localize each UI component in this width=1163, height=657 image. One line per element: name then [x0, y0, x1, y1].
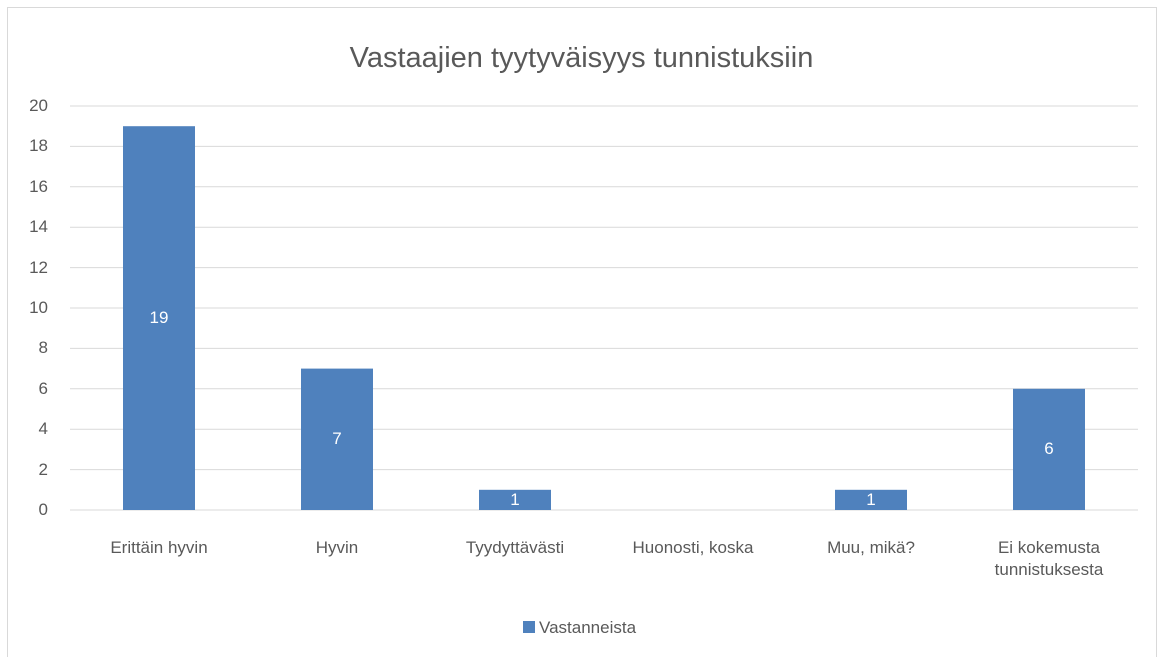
x-tick-label: Erittäin hyvin [110, 538, 208, 557]
bar [123, 126, 195, 510]
chart-border [7, 7, 1157, 657]
x-tick-label: Hyvin [315, 538, 359, 557]
y-tick-label: 6 [38, 378, 48, 398]
bar [1013, 388, 1085, 510]
x-tick-label: Muu, mikä? [827, 538, 915, 557]
legend-swatch [523, 621, 535, 633]
y-tick-label: 16 [29, 176, 48, 196]
bar [479, 489, 551, 510]
data-label: 7 [332, 429, 342, 449]
legend-label: Vastanneista [539, 618, 637, 637]
data-label: 19 [149, 308, 169, 328]
y-tick-label: 8 [38, 338, 48, 358]
data-label: 1 [510, 489, 520, 509]
y-tick-label: 2 [38, 459, 48, 479]
y-tick-label: 4 [38, 419, 48, 439]
data-label: 1 [866, 489, 876, 509]
chart-title: Vastaajien tyytyväisyys tunnistuksiin [349, 42, 814, 74]
data-label: 6 [1044, 439, 1054, 459]
bar [835, 489, 907, 510]
y-tick-label: 18 [29, 136, 48, 156]
y-tick-label: 12 [29, 257, 48, 277]
x-tick-label: Huonosti, koska [632, 538, 754, 557]
x-tick-label: Ei kokemusta tunnistuksesta [994, 538, 1104, 579]
y-tick-label: 14 [29, 217, 48, 237]
x-tick-label: Tyydyttävästi [465, 538, 565, 557]
y-tick-label: 10 [29, 298, 48, 317]
y-tick-label: 0 [38, 500, 48, 519]
y-tick-label: 20 [29, 96, 48, 115]
bar [301, 368, 373, 510]
